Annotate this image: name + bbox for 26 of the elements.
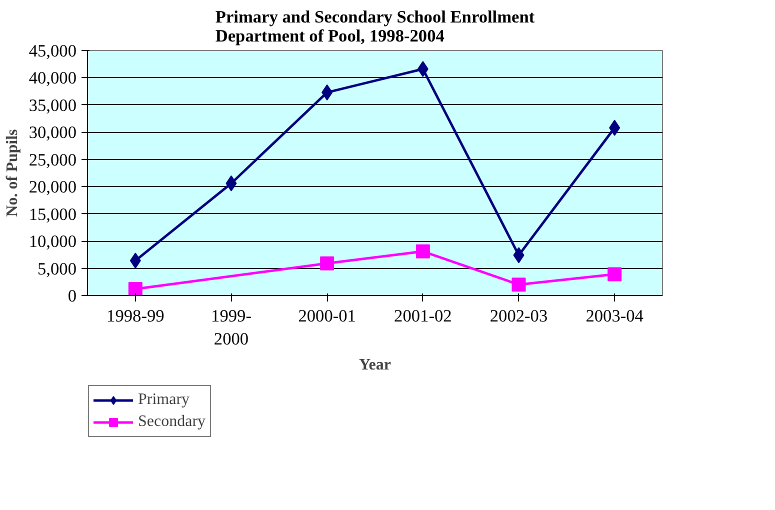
y-tick-label: 15,000 xyxy=(28,204,77,224)
x-axis-title: Year xyxy=(359,356,391,374)
x-tick-label: 2003-04 xyxy=(586,306,644,326)
y-axis-title: No. of Pupils xyxy=(4,129,21,217)
y-tick-label: 25,000 xyxy=(28,150,77,170)
chart-title: Primary and Secondary School Enrollment Department of Pool, 1998-2004 xyxy=(215,8,535,46)
point xyxy=(320,256,334,270)
y-tick-label: 40,000 xyxy=(28,68,77,88)
point xyxy=(128,282,142,296)
x-tick-label: 2002-03 xyxy=(490,306,548,326)
point xyxy=(512,278,526,292)
y-tick-label: 5,000 xyxy=(38,259,77,278)
x-tick-label: 2001-02 xyxy=(394,306,452,326)
point xyxy=(608,267,622,282)
y-tick-label: 10,000 xyxy=(28,232,77,252)
x-tick-label: 1998-99 xyxy=(106,306,164,326)
point xyxy=(416,244,430,258)
x-tick-label: 2000-01 xyxy=(298,306,356,326)
y-tick-label: 45,000 xyxy=(28,42,77,60)
y-tick-label: 30,000 xyxy=(28,123,77,142)
y-tick-label: 20,000 xyxy=(28,178,77,197)
legend-label: Primary xyxy=(138,391,190,409)
legend-label: Secondary xyxy=(138,413,206,431)
y-tick-label: 35,000 xyxy=(28,96,77,115)
x-tick-label: 1999-2000 xyxy=(211,306,252,348)
y-tick-label: 0 xyxy=(68,286,77,306)
